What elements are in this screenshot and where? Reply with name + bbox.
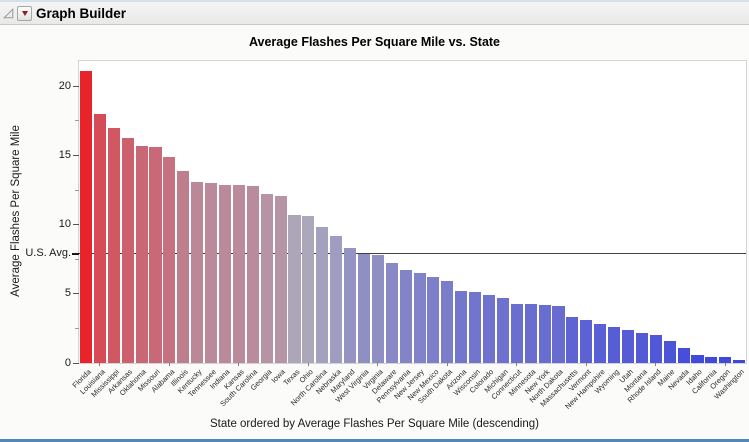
x-axis-title: State ordered by Average Flashes Per Squ…	[209, 418, 539, 430]
bar-montana[interactable]	[635, 332, 648, 363]
bar-new-mexico[interactable]	[427, 277, 440, 363]
bar-mississippi[interactable]	[107, 127, 120, 363]
disclosure-triangle-icon[interactable]	[3, 7, 14, 19]
bar-connecticut[interactable]	[510, 303, 523, 363]
bar-nevada[interactable]	[677, 347, 690, 363]
chart-area: Average Flashes Per Square Mile vs. Stat…	[0, 25, 749, 439]
x-axis-tick	[446, 363, 448, 366]
bar-alabama[interactable]	[163, 156, 176, 363]
x-axis-tick	[238, 363, 240, 366]
red-triangle-icon	[21, 10, 28, 16]
panel-titlebar: Graph Builder	[0, 2, 749, 25]
bar-oregon[interactable]	[719, 357, 732, 363]
window-bottom-edge	[0, 439, 749, 442]
y-axis-tick-label: 15	[58, 149, 71, 162]
x-axis-tick	[377, 363, 379, 366]
bar-missouri[interactable]	[149, 147, 162, 363]
bar-north-carolina[interactable]	[316, 227, 329, 363]
bar-iowa[interactable]	[274, 195, 287, 363]
us-avg-label: U.S. Avg.	[25, 247, 71, 260]
y-axis-tick	[73, 362, 79, 364]
bar-delaware[interactable]	[385, 263, 398, 363]
bar-arizona[interactable]	[455, 291, 468, 363]
y-axis-tick-label: 0	[64, 356, 71, 369]
bar-massachusetts[interactable]	[566, 317, 579, 363]
x-axis-tick	[307, 363, 309, 366]
red-triangle-menu-button[interactable]	[17, 5, 32, 21]
bar-texas[interactable]	[288, 215, 301, 363]
bar-vermont[interactable]	[580, 320, 593, 363]
y-axis-title: Average Flashes Per Square Mile	[10, 125, 22, 297]
chart-title: Average Flashes Per Square Mile vs. Stat…	[248, 35, 501, 49]
bar-florida[interactable]	[80, 71, 93, 363]
bar-california[interactable]	[705, 356, 718, 363]
bar-idaho[interactable]	[691, 354, 704, 363]
bar-oklahoma[interactable]	[135, 145, 148, 363]
bar-kansas[interactable]	[232, 185, 245, 363]
x-axis-tick	[516, 363, 518, 366]
x-axis-tick	[655, 363, 657, 366]
bar-georgia[interactable]	[260, 194, 273, 363]
us-avg-tick	[72, 252, 79, 255]
plot-area: 0 5 10 15 20 U.S. Avg.	[25, 60, 747, 369]
bar-nebraska[interactable]	[330, 235, 343, 363]
window-top-edge	[0, 0, 749, 2]
bar-south-carolina[interactable]	[246, 185, 259, 363]
y-axis-tick	[73, 293, 79, 295]
y-axis-tick	[73, 85, 79, 87]
bar-illinois[interactable]	[177, 170, 190, 363]
y-axis-tick	[73, 224, 79, 226]
y-axis-tick-label: 20	[58, 79, 71, 92]
bar-minnesota[interactable]	[524, 304, 537, 363]
bar-maryland[interactable]	[344, 248, 357, 363]
y-axis-minor-tick	[75, 189, 79, 191]
bar-north-dakota[interactable]	[552, 305, 565, 363]
us-avg-reference-line	[79, 253, 746, 255]
bar-south-dakota[interactable]	[441, 281, 454, 363]
x-axis-tick	[99, 363, 101, 366]
bar-utah[interactable]	[621, 329, 635, 363]
bar-arkansas[interactable]	[121, 137, 134, 363]
bar-wisconsin[interactable]	[469, 292, 482, 363]
bar-rhode-island[interactable]	[649, 335, 662, 363]
bar-washington[interactable]	[733, 359, 746, 363]
bar-new-jersey[interactable]	[413, 273, 426, 363]
bar-wyoming[interactable]	[608, 327, 621, 363]
x-axis-tick	[724, 363, 726, 366]
bar-ohio[interactable]	[302, 216, 315, 363]
bar-tennessee[interactable]	[205, 183, 218, 363]
bar-new-hampshire[interactable]	[594, 324, 607, 363]
panel-title: Graph Builder	[36, 5, 127, 21]
y-axis-tick	[73, 155, 79, 157]
y-axis-minor-tick	[75, 120, 79, 122]
bar-pennsylvania[interactable]	[399, 270, 412, 363]
x-axis-labels: Florida Louisiana Mississippi Arkansas Oklah…	[70, 363, 746, 421]
bar-west-virginia[interactable]	[357, 253, 370, 363]
x-axis-tick	[168, 363, 170, 366]
y-axis-minor-tick	[75, 327, 79, 329]
bar-new-york[interactable]	[538, 304, 551, 363]
y-axis-tick-label: 10	[58, 218, 71, 231]
bar-maine[interactable]	[663, 340, 676, 363]
bar-kentucky[interactable]	[191, 181, 204, 363]
y-axis-tick-label: 5	[64, 287, 71, 300]
bar-indiana[interactable]	[218, 184, 232, 363]
y-axis-minor-tick	[75, 258, 79, 260]
bar-michigan[interactable]	[496, 298, 509, 363]
bar-colorado[interactable]	[482, 295, 496, 363]
bar-louisiana[interactable]	[93, 114, 106, 363]
bar-virginia[interactable]	[371, 255, 384, 363]
x-axis-tick	[585, 363, 587, 366]
